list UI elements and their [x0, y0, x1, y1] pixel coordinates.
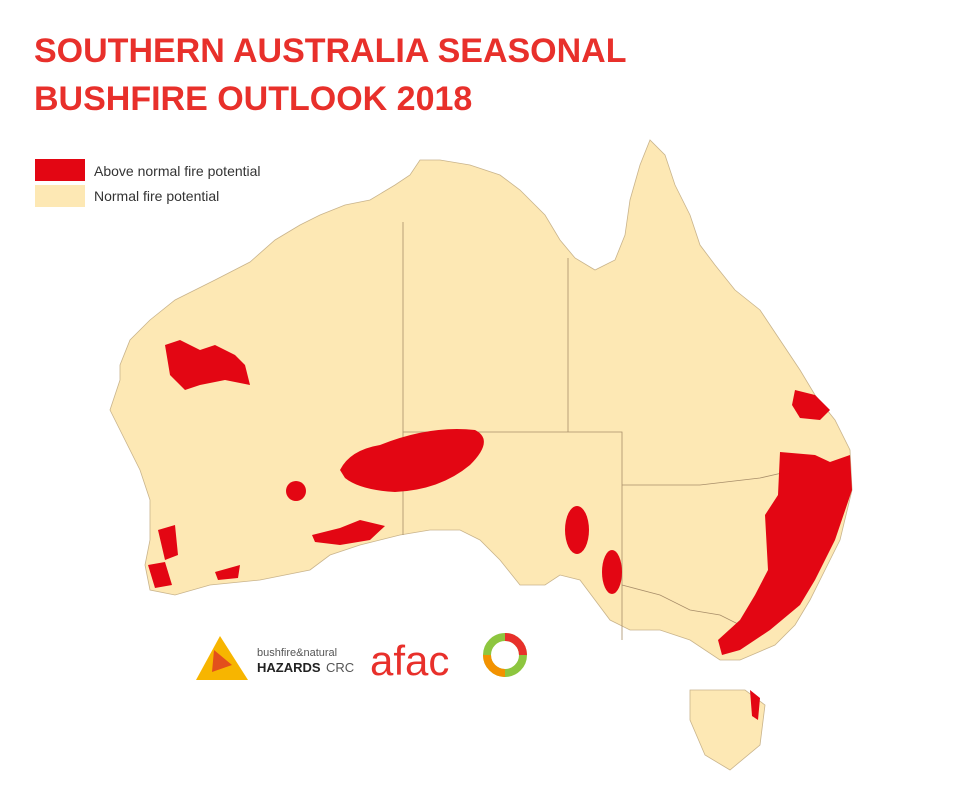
legend-swatch: [35, 159, 85, 181]
logo-icon: [483, 654, 506, 677]
legend-label: Above normal fire potential: [94, 163, 261, 179]
fire-area: [565, 506, 589, 554]
fire-area: [158, 525, 178, 560]
title-line: SOUTHERN AUSTRALIA SEASONAL: [34, 32, 627, 70]
logo-text: afac: [370, 637, 449, 684]
above-normal-areas: [148, 340, 852, 720]
logo-text: bushfire&natural: [257, 647, 337, 659]
fire-area: [165, 340, 250, 390]
bnhcrc-logo: bushfire&natural HAZARDS CRC: [196, 636, 354, 680]
fire-area: [602, 550, 622, 594]
afac-logo: afac: [370, 633, 527, 684]
state-border: [621, 584, 761, 636]
fire-area: [286, 481, 306, 501]
legend-swatch: [35, 185, 85, 207]
logo-text: HAZARDS: [257, 660, 321, 675]
fire-area: [718, 452, 852, 655]
fire-area: [312, 520, 385, 545]
fire-area: [148, 562, 172, 588]
fire-area: [340, 429, 484, 492]
logo-icon: [212, 650, 232, 672]
legend-label: Normal fire potential: [94, 188, 219, 204]
title-line: BUSHFIRE OUTLOOK 2018: [34, 80, 472, 118]
fire-area: [750, 690, 760, 720]
logo-text: CRC: [326, 660, 354, 675]
tasmania: [689, 689, 766, 771]
mainland: [109, 139, 853, 661]
fire-area: [792, 390, 830, 420]
australia: [109, 139, 853, 771]
logo-icon: [504, 633, 527, 656]
fire-area: [215, 565, 240, 580]
